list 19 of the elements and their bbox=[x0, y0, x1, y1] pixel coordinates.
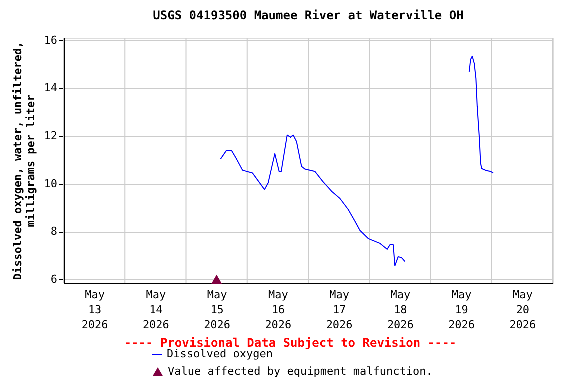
text: ---- Provisional Data Subject to Revision ---- bbox=[124, 336, 457, 350]
y-tick-label: 6 bbox=[50, 272, 58, 286]
y-tick-label: 12 bbox=[44, 130, 58, 142]
x-tick-label: May 14 2026 bbox=[142, 288, 170, 332]
x-tick-label: May 15 2026 bbox=[204, 288, 231, 332]
x-tick-label: May 20 2026 bbox=[510, 288, 536, 332]
chart-title: USGS 04193500 Maumee River at Waterville OH bbox=[153, 8, 464, 22]
legend-label: Dissolved oxygen bbox=[167, 348, 273, 360]
y-tick-label: 10 bbox=[44, 177, 58, 190]
y-tick-label: 16 bbox=[44, 34, 58, 47]
x-tick-label: May 18 2026 bbox=[387, 288, 414, 332]
y-axis-title: Dissolved oxygen, water, unfiltered, milligrams per liter bbox=[11, 42, 38, 280]
y-tick-label: 8 bbox=[50, 225, 58, 238]
x-tick-label: May 16 2026 bbox=[265, 288, 292, 332]
x-tick-label: May 13 2026 bbox=[82, 288, 108, 332]
x-tick-label: May 17 2026 bbox=[326, 288, 353, 332]
x-tick-label: May 19 2026 bbox=[448, 288, 476, 332]
legend-label: Value affected by equipment malfunction. bbox=[168, 365, 433, 378]
y-tick-label: 14 bbox=[44, 82, 58, 95]
